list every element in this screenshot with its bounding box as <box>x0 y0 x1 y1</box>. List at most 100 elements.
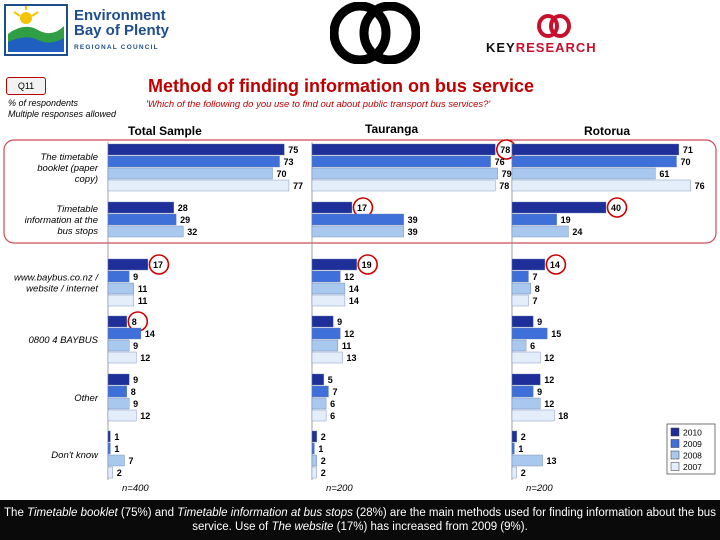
bar <box>311 351 343 364</box>
category-label-line: booklet (paper <box>37 163 99 174</box>
key-research-rings-icon <box>330 2 420 64</box>
footer-summary: The Timetable booklet (75%) and Timetabl… <box>0 500 720 540</box>
legend-swatch <box>670 462 680 471</box>
bar <box>107 201 175 214</box>
environment-bop-logo <box>4 4 160 56</box>
bar-value-label: 9 <box>133 375 138 385</box>
bar <box>511 454 543 467</box>
key-research-wordmark: KEYRESEARCH <box>486 40 597 55</box>
bar <box>107 258 149 271</box>
bar <box>511 373 541 386</box>
bar <box>511 201 607 214</box>
category-label-line: Other <box>74 393 99 404</box>
bar <box>511 397 541 410</box>
respondent-note: % of respondents Multiple responses allo… <box>8 98 116 120</box>
bar-value-label: 12 <box>544 399 554 409</box>
bar-value-label: 1 <box>318 444 323 454</box>
bar <box>107 397 130 410</box>
bar-value-label: 8 <box>535 284 540 294</box>
bar-value-label: 14 <box>349 284 359 294</box>
bar <box>511 167 656 180</box>
bar-value-label: 1 <box>114 444 119 454</box>
bar-value-label: 73 <box>284 157 294 167</box>
bar-value-label: 2 <box>321 468 326 478</box>
bar-value-label: 71 <box>683 145 693 155</box>
bar <box>511 213 557 226</box>
question-subtitle: 'Which of the following do you use to fi… <box>146 99 491 110</box>
panel-title-tauranga: Tauranga <box>365 122 419 136</box>
kr-research: RESEARCH <box>515 40 597 55</box>
bar-value-label: 12 <box>140 353 150 363</box>
bar <box>107 466 113 479</box>
bar <box>311 442 315 455</box>
bar <box>311 270 341 283</box>
category-label-line: Timetable <box>56 204 98 215</box>
legend-swatch <box>670 450 680 460</box>
bar <box>511 339 527 352</box>
bar <box>107 454 125 467</box>
bar <box>511 315 534 328</box>
highlight-circle <box>545 254 567 275</box>
bar <box>107 351 137 364</box>
bar <box>311 454 317 467</box>
bar-value-label: 14 <box>550 260 560 270</box>
bar <box>511 155 677 168</box>
bar <box>311 315 334 328</box>
bar-value-label: 14 <box>349 296 359 306</box>
legend-label: 2010 <box>683 428 702 438</box>
category-label-line: copy) <box>75 174 98 185</box>
bar <box>107 179 290 192</box>
legend-label: 2007 <box>683 462 702 472</box>
bar <box>311 201 353 214</box>
category-label-line: Don't know <box>51 450 99 461</box>
bar-value-label: 70 <box>277 169 287 179</box>
bar <box>311 258 357 271</box>
bar <box>311 213 404 226</box>
bar-value-label: 2 <box>117 468 122 478</box>
highlight-circle <box>357 254 378 275</box>
bar <box>311 385 329 398</box>
panel-title-total: Total Sample <box>128 124 202 138</box>
bar-value-label: 2 <box>521 432 526 442</box>
footer-seg-4: (28%) are the main methods used for find… <box>192 507 716 533</box>
footer-seg-2: (75%) and <box>117 507 178 519</box>
bar <box>311 282 346 295</box>
bus-info-chart: The timetable booklet (paper copy) Timetabl… <box>3 139 717 494</box>
footer-seg-0: The <box>4 507 28 519</box>
bar <box>107 385 127 398</box>
bar-value-label: 6 <box>530 341 535 351</box>
kr-key: KEY <box>486 40 516 55</box>
bar-value-label: 12 <box>544 353 554 363</box>
bar <box>311 430 317 443</box>
category-label-line: bus stops <box>57 226 98 237</box>
bar-value-label: 78 <box>499 181 509 191</box>
bar <box>107 442 111 455</box>
bar-value-label: 40 <box>611 203 621 213</box>
bar <box>107 225 184 238</box>
footer-seg-5: The website <box>271 521 334 533</box>
bar <box>511 409 555 422</box>
bar <box>511 442 515 455</box>
bar-value-label: 39 <box>408 227 418 237</box>
bar <box>311 339 339 352</box>
bar <box>107 270 130 283</box>
bar-value-label: 39 <box>408 215 418 225</box>
bar-value-label: 6 <box>330 411 335 421</box>
bar <box>511 179 691 192</box>
bar <box>511 270 529 283</box>
bar <box>311 225 404 238</box>
bar-value-label: 12 <box>344 272 354 282</box>
env-logo-sub: REGIONAL COUNCIL <box>74 44 159 51</box>
bar-value-label: 7 <box>532 296 537 306</box>
bar-value-label: 75 <box>288 145 298 155</box>
legend-label: 2009 <box>683 439 702 449</box>
bar-value-label: 61 <box>659 169 669 179</box>
category-label: 0800 4 BAYBUS <box>28 335 98 346</box>
category-label: Don't know <box>51 450 99 461</box>
bar-value-label: 32 <box>187 227 197 237</box>
bar-value-label: 28 <box>178 203 188 213</box>
bar-value-label: 1 <box>518 444 523 454</box>
bar <box>511 143 680 156</box>
highlight-circle <box>606 197 628 218</box>
bar <box>511 327 548 340</box>
